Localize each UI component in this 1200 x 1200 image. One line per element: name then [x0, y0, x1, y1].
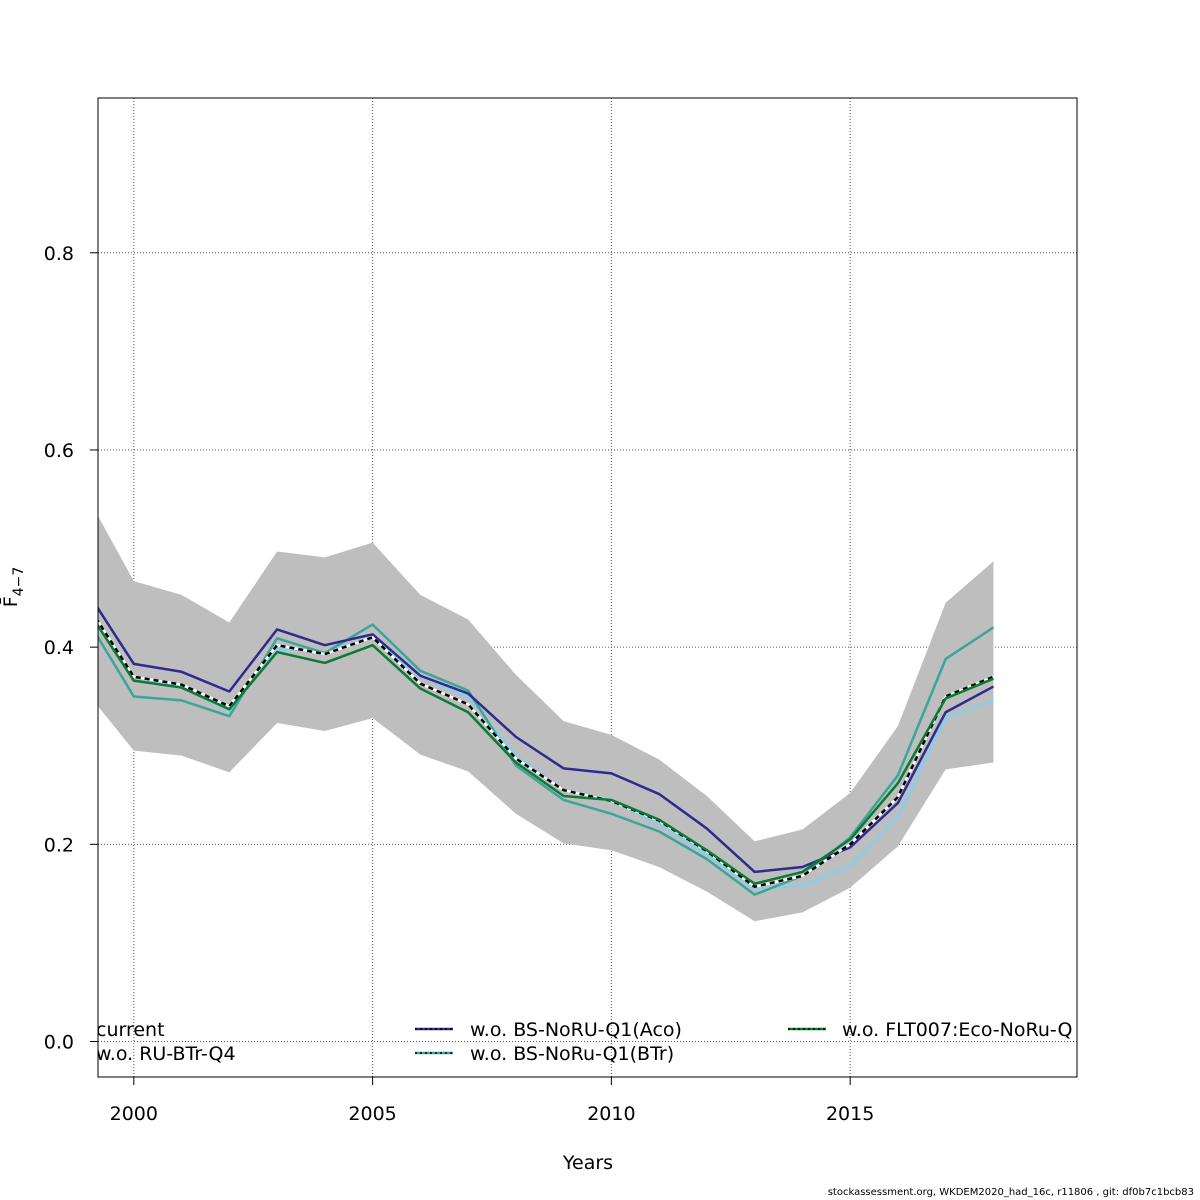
y-axis-label: F̄4−7 [0, 567, 27, 607]
y-axis-label-subscript: 4−7 [11, 567, 27, 597]
x-axis-label: Years [562, 1152, 613, 1174]
footer-credit: stockassessment.org, WKDEM2020_had_16c, … [827, 1187, 1194, 1198]
legend-label: current [96, 1019, 165, 1041]
plot-frame [97, 97, 1078, 1078]
series-line [98, 618, 994, 888]
confidence-band [98, 516, 994, 922]
y-tick-label: 0.2 [44, 834, 74, 856]
x-axis: 2000 2005 2010 2015 [110, 1077, 874, 1125]
y-tick-label: 0.0 [44, 1032, 74, 1054]
legend-label: w.o. BS-NoRu-Q1(BTr) [470, 1043, 674, 1065]
x-tick-label: 2010 [587, 1103, 635, 1125]
legend-label: w.o. RU-BTr-Q4 [96, 1043, 236, 1065]
y-axis-label-main: F̄ [0, 596, 22, 607]
y-tick-label: 0.4 [44, 637, 74, 659]
series-line [98, 623, 994, 886]
y-tick-label: 0.8 [44, 243, 74, 265]
y-axis: 0.0 0.2 0.4 0.6 0.8 [44, 243, 98, 1054]
y-tick-label: 0.6 [44, 440, 74, 462]
x-tick-label: 2000 [110, 1103, 158, 1125]
x-tick-label: 2005 [348, 1103, 396, 1125]
legend-label: w.o. BS-NoRU-Q1(Aco) [470, 1019, 682, 1041]
legend-label: w.o. FLT007:Eco-NoRu-Q [842, 1019, 1072, 1041]
series-layer [98, 606, 995, 896]
x-tick-label: 2015 [826, 1103, 874, 1125]
